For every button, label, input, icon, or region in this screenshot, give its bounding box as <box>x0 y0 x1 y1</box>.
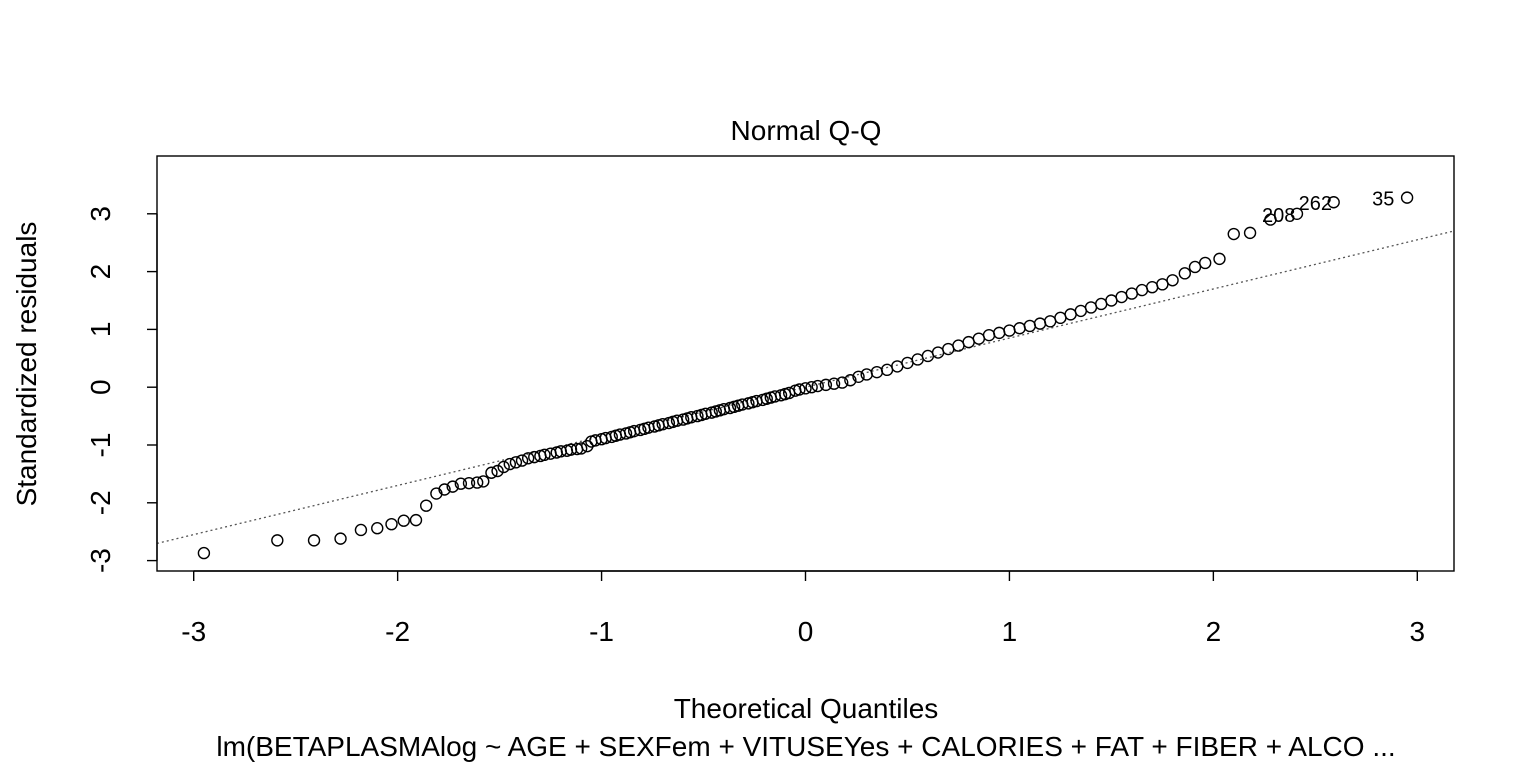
data-point <box>1044 315 1057 328</box>
x-tick-label: -3 <box>181 616 206 647</box>
data-point <box>982 328 996 342</box>
x-tick-label: 1 <box>1002 616 1018 647</box>
y-tick-label: 3 <box>85 206 116 222</box>
data-point <box>880 363 894 377</box>
data-point <box>1243 226 1257 240</box>
x-tick-label: 3 <box>1410 616 1426 647</box>
data-point <box>485 466 498 479</box>
data-point <box>844 374 857 387</box>
x-tick-label: 0 <box>798 616 814 647</box>
data-point <box>307 534 321 547</box>
data-point <box>1084 301 1098 314</box>
outlier-label: 35 <box>1372 189 1394 211</box>
y-axis-label: Standardized residuals <box>11 222 42 507</box>
data-point <box>972 332 986 345</box>
x-axis-label: Theoretical Quantiles <box>674 693 939 724</box>
data-point <box>793 383 806 396</box>
data-point <box>1003 324 1016 337</box>
data-point <box>1094 297 1108 311</box>
outlier-label: 208 <box>1262 205 1295 227</box>
y-tick-label: 1 <box>85 322 116 338</box>
data-point <box>515 454 529 467</box>
outlier-label: 262 <box>1299 193 1332 215</box>
data-point <box>454 477 468 490</box>
data-point <box>438 483 451 496</box>
data-point <box>1166 274 1179 287</box>
x-tick-label: -2 <box>385 616 410 647</box>
data-point <box>1033 317 1047 330</box>
data-point <box>491 464 504 478</box>
data-point <box>446 480 459 493</box>
data-point <box>921 349 935 363</box>
data-point <box>1013 322 1026 335</box>
data-point <box>334 532 347 545</box>
data-point <box>827 377 841 390</box>
data-point <box>1135 283 1149 297</box>
data-point <box>1156 278 1169 291</box>
data-point <box>509 456 523 469</box>
data-point <box>1145 281 1159 294</box>
data-point <box>962 335 975 349</box>
data-point <box>942 342 955 356</box>
data-point <box>805 380 818 394</box>
data-point <box>1400 191 1414 204</box>
data-point <box>811 379 824 393</box>
y-tick-label: -2 <box>85 490 116 515</box>
plot-frame <box>156 155 1455 572</box>
data-point <box>409 513 423 527</box>
data-point <box>993 326 1006 340</box>
data-point <box>1213 252 1226 266</box>
data-point <box>1178 267 1192 280</box>
data-point <box>870 365 884 379</box>
model-formula-subtitle: lm(BETAPLASMAlog ~ AGE + SEXFem + VITUSE… <box>216 731 1395 762</box>
chart-title: Normal Q-Q <box>731 115 882 146</box>
reference-line <box>156 230 1455 545</box>
data-point <box>538 448 551 462</box>
data-point <box>521 452 535 465</box>
data-point <box>852 370 865 383</box>
data-point <box>931 346 945 359</box>
data-point <box>1327 196 1340 209</box>
data-point <box>1115 290 1128 304</box>
data-point <box>1074 304 1088 318</box>
data-point <box>1023 319 1037 333</box>
data-point <box>1054 311 1067 325</box>
x-tick-label: -1 <box>589 616 614 647</box>
data-point <box>1264 213 1277 226</box>
data-point <box>836 376 849 389</box>
y-tick-label: 2 <box>85 264 116 280</box>
data-point <box>419 499 433 512</box>
data-point <box>1105 294 1118 307</box>
data-point <box>371 522 384 535</box>
data-point <box>462 476 476 490</box>
data-point <box>799 382 812 395</box>
data-point <box>1199 256 1212 270</box>
data-point <box>470 476 484 489</box>
data-point <box>397 514 410 527</box>
data-point <box>1064 308 1077 321</box>
data-point <box>385 517 398 531</box>
data-point <box>503 457 517 471</box>
data-point <box>891 360 904 373</box>
data-point <box>952 339 965 352</box>
data-point <box>197 546 211 560</box>
data-point <box>819 378 833 392</box>
data-point <box>574 442 588 455</box>
y-tick-label: 0 <box>85 379 116 395</box>
y-tick-label: -3 <box>85 548 116 573</box>
data-point <box>271 534 284 547</box>
y-tick-label: -1 <box>85 433 116 458</box>
data-point <box>497 460 510 474</box>
data-point <box>1188 260 1202 274</box>
data-point <box>1227 227 1240 241</box>
data-point <box>477 475 490 488</box>
x-tick-label: 2 <box>1206 616 1222 647</box>
data-point <box>1290 207 1304 220</box>
data-point <box>1125 287 1138 300</box>
data-point <box>354 523 368 537</box>
